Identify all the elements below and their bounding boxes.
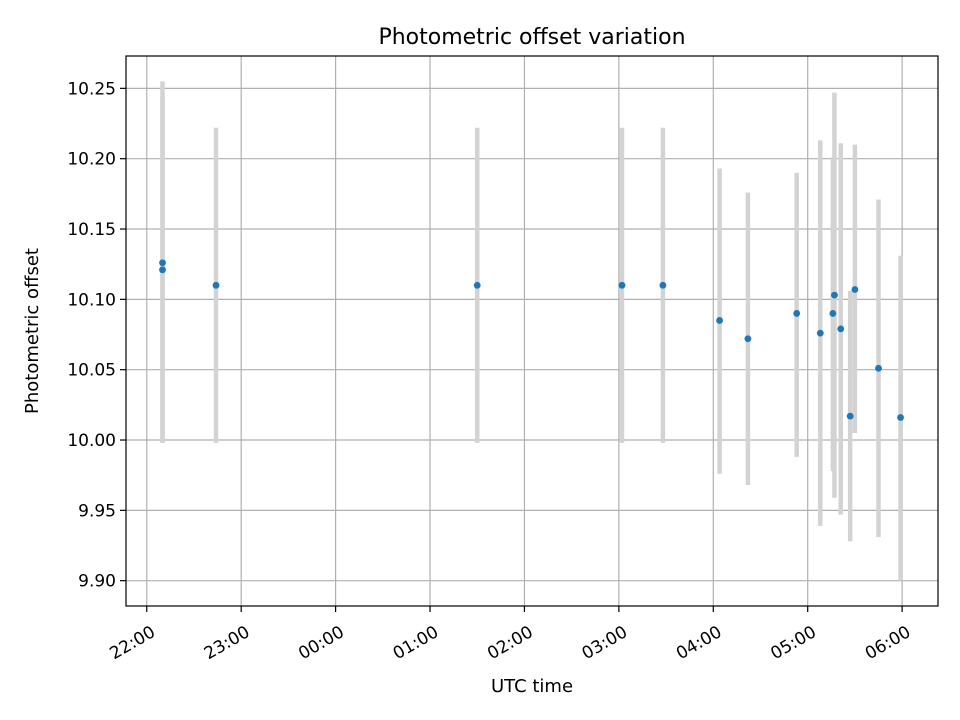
- y-axis-label: Photometric offset: [22, 248, 43, 414]
- y-tick-label: 10.05: [67, 361, 116, 381]
- data-points: [159, 259, 904, 421]
- y-tick-label: 10.00: [67, 431, 116, 451]
- data-point: [875, 364, 882, 372]
- data-point: [831, 291, 838, 299]
- data-point: [159, 259, 166, 267]
- y-tick-label: 10.20: [67, 150, 116, 170]
- data-point: [897, 414, 904, 421]
- data-point: [829, 310, 837, 317]
- chart-title: Photometric offset variation: [378, 25, 685, 50]
- data-point: [837, 325, 845, 333]
- y-tick-label: 10.15: [67, 220, 116, 240]
- data-point: [816, 329, 824, 337]
- data-point: [851, 286, 859, 293]
- y-tick-label: 9.90: [78, 572, 116, 592]
- plot-area-frame: [125, 55, 939, 607]
- data-point: [618, 281, 626, 289]
- data-point: [159, 266, 166, 274]
- data-point: [846, 412, 854, 420]
- y-tick-label: 9.95: [78, 501, 116, 521]
- data-point: [473, 281, 481, 289]
- data-point: [744, 335, 752, 343]
- data-point: [659, 281, 667, 289]
- x-axis-label: UTC time: [491, 676, 573, 697]
- y-tick-label: 10.10: [67, 290, 116, 310]
- grid: [126, 56, 938, 606]
- data-point: [212, 281, 220, 289]
- data-point: [793, 310, 801, 317]
- data-point: [716, 317, 723, 324]
- y-tick-label: 10.25: [67, 79, 116, 99]
